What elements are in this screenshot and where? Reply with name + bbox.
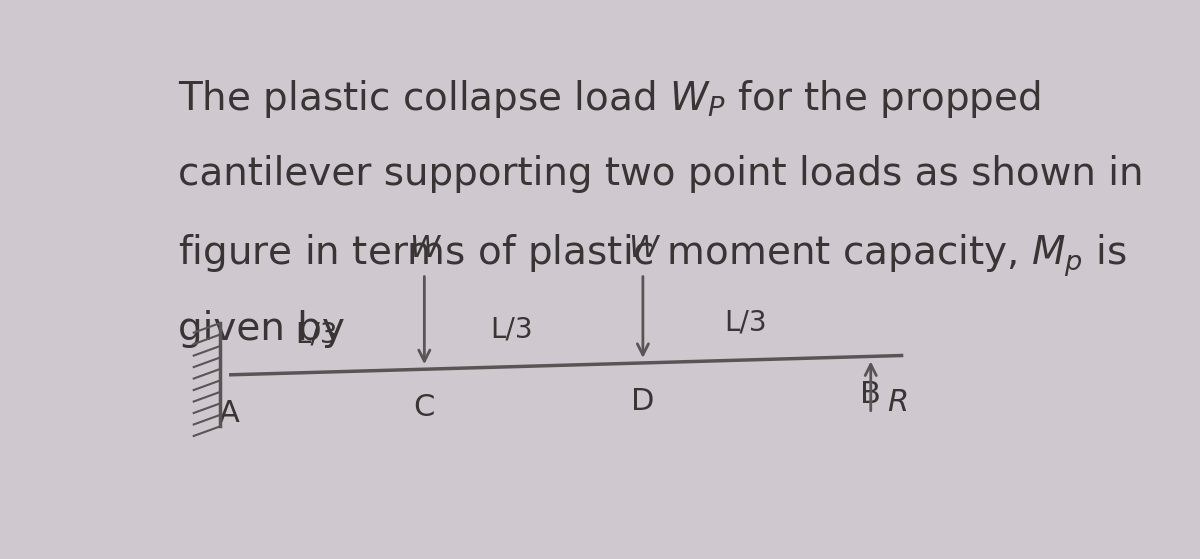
- Text: W: W: [409, 234, 439, 263]
- Text: L/3: L/3: [295, 321, 338, 349]
- Text: figure in terms of plastic moment capacity, $\it{M}_p$ is: figure in terms of plastic moment capaci…: [178, 233, 1127, 280]
- Text: given by: given by: [178, 310, 344, 348]
- Text: B: B: [860, 380, 881, 409]
- Text: W: W: [628, 234, 658, 263]
- Text: cantilever supporting two point loads as shown in: cantilever supporting two point loads as…: [178, 155, 1144, 193]
- Text: L/3: L/3: [491, 315, 533, 343]
- Text: L/3: L/3: [724, 309, 767, 337]
- Text: A: A: [218, 399, 240, 428]
- Text: C: C: [414, 393, 436, 422]
- Text: R: R: [888, 389, 908, 418]
- Text: The plastic collapse load $\it{W}_P$ for the propped: The plastic collapse load $\it{W}_P$ for…: [178, 78, 1040, 120]
- Text: D: D: [631, 387, 654, 416]
